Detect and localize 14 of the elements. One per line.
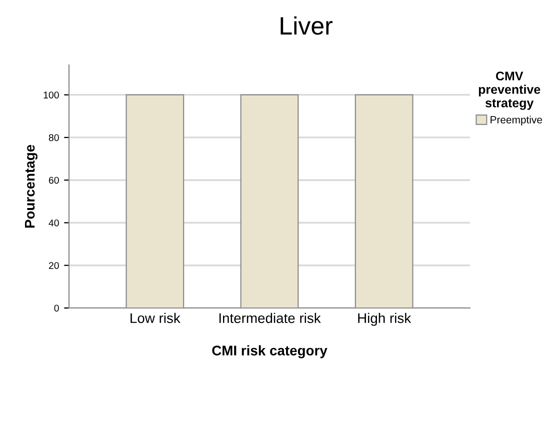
x-axis-title: CMI risk category <box>212 345 328 358</box>
y-tick-label: 0 <box>54 304 59 312</box>
chart-title: Liver <box>280 16 332 35</box>
y-tick-label: 100 <box>44 92 59 98</box>
y-tick-label: 60 <box>48 176 59 184</box>
y-tick-label: 20 <box>48 262 59 269</box>
x-tick-label: High risk <box>358 312 412 326</box>
y-axis-title: Pourcentage <box>25 144 38 228</box>
legend-label: Preemptive <box>490 116 542 126</box>
legend-title: CMV preventive strategy <box>478 72 540 110</box>
x-tick-label: Intermediate risk <box>219 312 321 324</box>
y-tick-label: 40 <box>48 219 59 226</box>
y-tick-label: 80 <box>48 134 59 142</box>
x-tick-label: Low risk <box>130 312 180 324</box>
